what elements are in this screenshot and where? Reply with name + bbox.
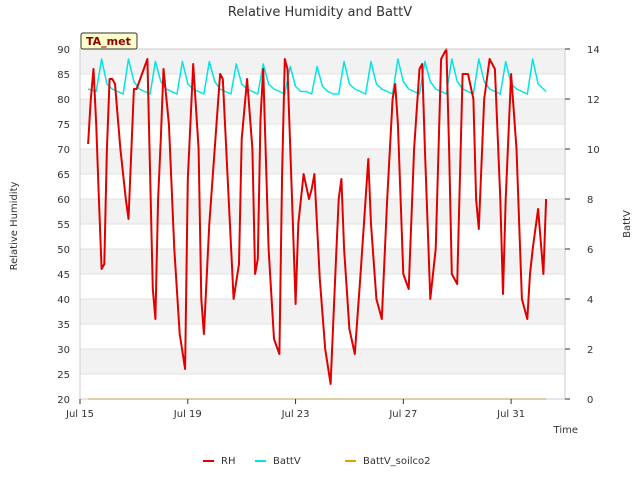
grid-band bbox=[80, 249, 565, 274]
plot-frame bbox=[79, 48, 566, 400]
y-left-tick-label: 40 bbox=[57, 295, 70, 306]
y-left-tick-label: 45 bbox=[57, 270, 70, 281]
y-left-tick-label: 60 bbox=[57, 195, 70, 206]
series-line-RH bbox=[87, 48, 548, 385]
left-axis-ticks: 20 25 30 35 40 45 50 55 60 65 70 75 80 85 90 bbox=[57, 45, 70, 406]
x-tick-label: Jul 15 bbox=[65, 409, 94, 420]
right-axis-ticks: 0 2 4 6 8 10 12 14 bbox=[565, 45, 600, 406]
grid-band bbox=[80, 149, 565, 174]
chart-title: Relative Humidity and BattV bbox=[228, 5, 412, 20]
y-left-tick-label: 25 bbox=[57, 370, 70, 381]
y-left-tick-label: 50 bbox=[57, 245, 70, 256]
y-right-tick-label: 8 bbox=[587, 195, 593, 206]
y-left-tick-label: 85 bbox=[57, 70, 70, 81]
y-right-tick-label: 10 bbox=[587, 145, 600, 156]
site-tag-label: TA_met bbox=[86, 35, 131, 48]
y-right-tick-label: 0 bbox=[587, 395, 593, 406]
y-right-tick-label: 6 bbox=[587, 245, 593, 256]
y-right-tick-label: 12 bbox=[587, 95, 600, 106]
y-left-tick-label: 70 bbox=[57, 145, 70, 156]
y-axis-right-title: BattV bbox=[622, 210, 633, 238]
site-tag: TA_met bbox=[80, 32, 138, 50]
y-left-tick-label: 35 bbox=[57, 320, 70, 331]
y-left-tick-label: 90 bbox=[57, 45, 70, 56]
x-tick-label: Jul 19 bbox=[173, 409, 202, 420]
grid-band bbox=[80, 349, 565, 374]
y-right-tick-label: 14 bbox=[587, 45, 600, 56]
legend-label-BattV_soilco2: BattV_soilco2 bbox=[363, 456, 431, 467]
x-tick-label: Jul 23 bbox=[281, 409, 310, 420]
y-left-tick-label: 65 bbox=[57, 170, 70, 181]
legend: RH BattV BattV_soilco2 bbox=[203, 456, 431, 467]
y-left-tick-label: 55 bbox=[57, 220, 70, 231]
y-axis-left-title: Relative Humidity bbox=[9, 182, 20, 271]
y-left-tick-label: 75 bbox=[57, 120, 70, 131]
y-left-tick-label: 20 bbox=[57, 395, 70, 406]
y-left-tick-label: 80 bbox=[57, 95, 70, 106]
y-right-tick-label: 4 bbox=[587, 295, 593, 306]
x-axis-ticks: Jul 15 Jul 19 Jul 23 Jul 27 Jul 31 bbox=[65, 399, 525, 420]
grid-band bbox=[80, 199, 565, 224]
y-left-tick-label: 30 bbox=[57, 345, 70, 356]
x-tick-label: Jul 27 bbox=[388, 409, 417, 420]
legend-label-BattV: BattV bbox=[273, 456, 301, 467]
y-right-tick-label: 2 bbox=[587, 345, 593, 356]
grid-band bbox=[80, 99, 565, 124]
site-tag-box bbox=[80, 32, 138, 50]
legend-label-RH: RH bbox=[221, 456, 235, 467]
x-axis-title: Time bbox=[553, 425, 578, 436]
grid-band bbox=[80, 49, 565, 74]
x-tick-label: Jul 31 bbox=[496, 409, 525, 420]
